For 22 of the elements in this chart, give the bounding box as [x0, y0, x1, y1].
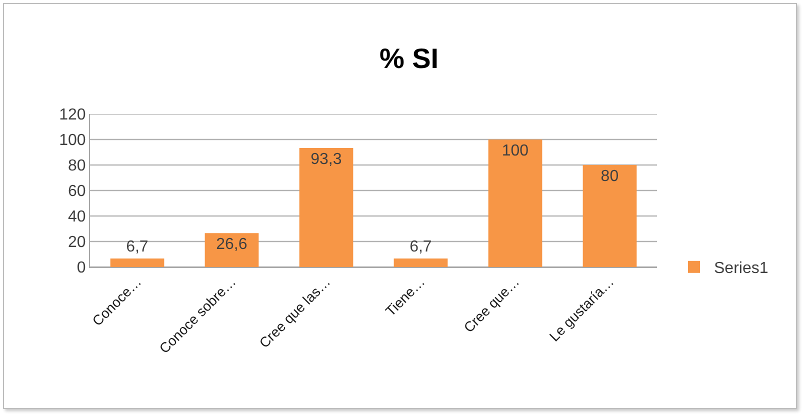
bar [394, 258, 448, 267]
data-label: 80 [600, 168, 619, 185]
y-tick-label: 80 [68, 158, 86, 175]
y-tick-label: 0 [76, 260, 86, 277]
legend-label: Series1 [714, 260, 768, 278]
y-tick-label: 120 [59, 106, 86, 124]
data-label: 100 [502, 142, 529, 160]
bar [110, 258, 164, 267]
x-tick-label: Cree que las… [256, 274, 334, 351]
data-label: 6,7 [410, 238, 432, 256]
y-tick-label: 60 [68, 183, 86, 200]
data-label: 93,3 [310, 151, 342, 168]
y-tick-label: 20 [68, 234, 86, 252]
bar [582, 165, 637, 267]
bar [488, 140, 542, 267]
bar [299, 148, 354, 267]
data-label: 26,6 [216, 236, 248, 254]
data-label: 6,7 [126, 238, 148, 256]
chart-title: % SI [379, 42, 439, 74]
bar [204, 233, 259, 267]
y-tick-label: 40 [68, 208, 86, 226]
y-tick-label: 100 [59, 132, 86, 150]
